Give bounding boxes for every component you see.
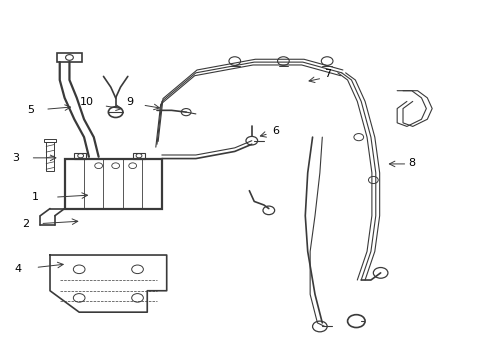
Bar bbox=[46, 143, 54, 171]
Text: 5: 5 bbox=[27, 105, 34, 115]
Text: 2: 2 bbox=[22, 219, 29, 229]
Text: 3: 3 bbox=[13, 153, 20, 163]
Bar bbox=[74, 153, 86, 158]
Bar bbox=[64, 158, 162, 208]
Text: 7: 7 bbox=[323, 68, 330, 78]
Bar bbox=[57, 53, 81, 62]
Text: 8: 8 bbox=[408, 158, 415, 168]
Text: 9: 9 bbox=[126, 97, 134, 107]
Text: 6: 6 bbox=[272, 126, 279, 136]
Bar bbox=[44, 139, 56, 143]
Bar bbox=[132, 153, 144, 158]
Text: 1: 1 bbox=[32, 192, 39, 202]
Text: 4: 4 bbox=[15, 264, 22, 274]
Text: 10: 10 bbox=[80, 97, 93, 107]
